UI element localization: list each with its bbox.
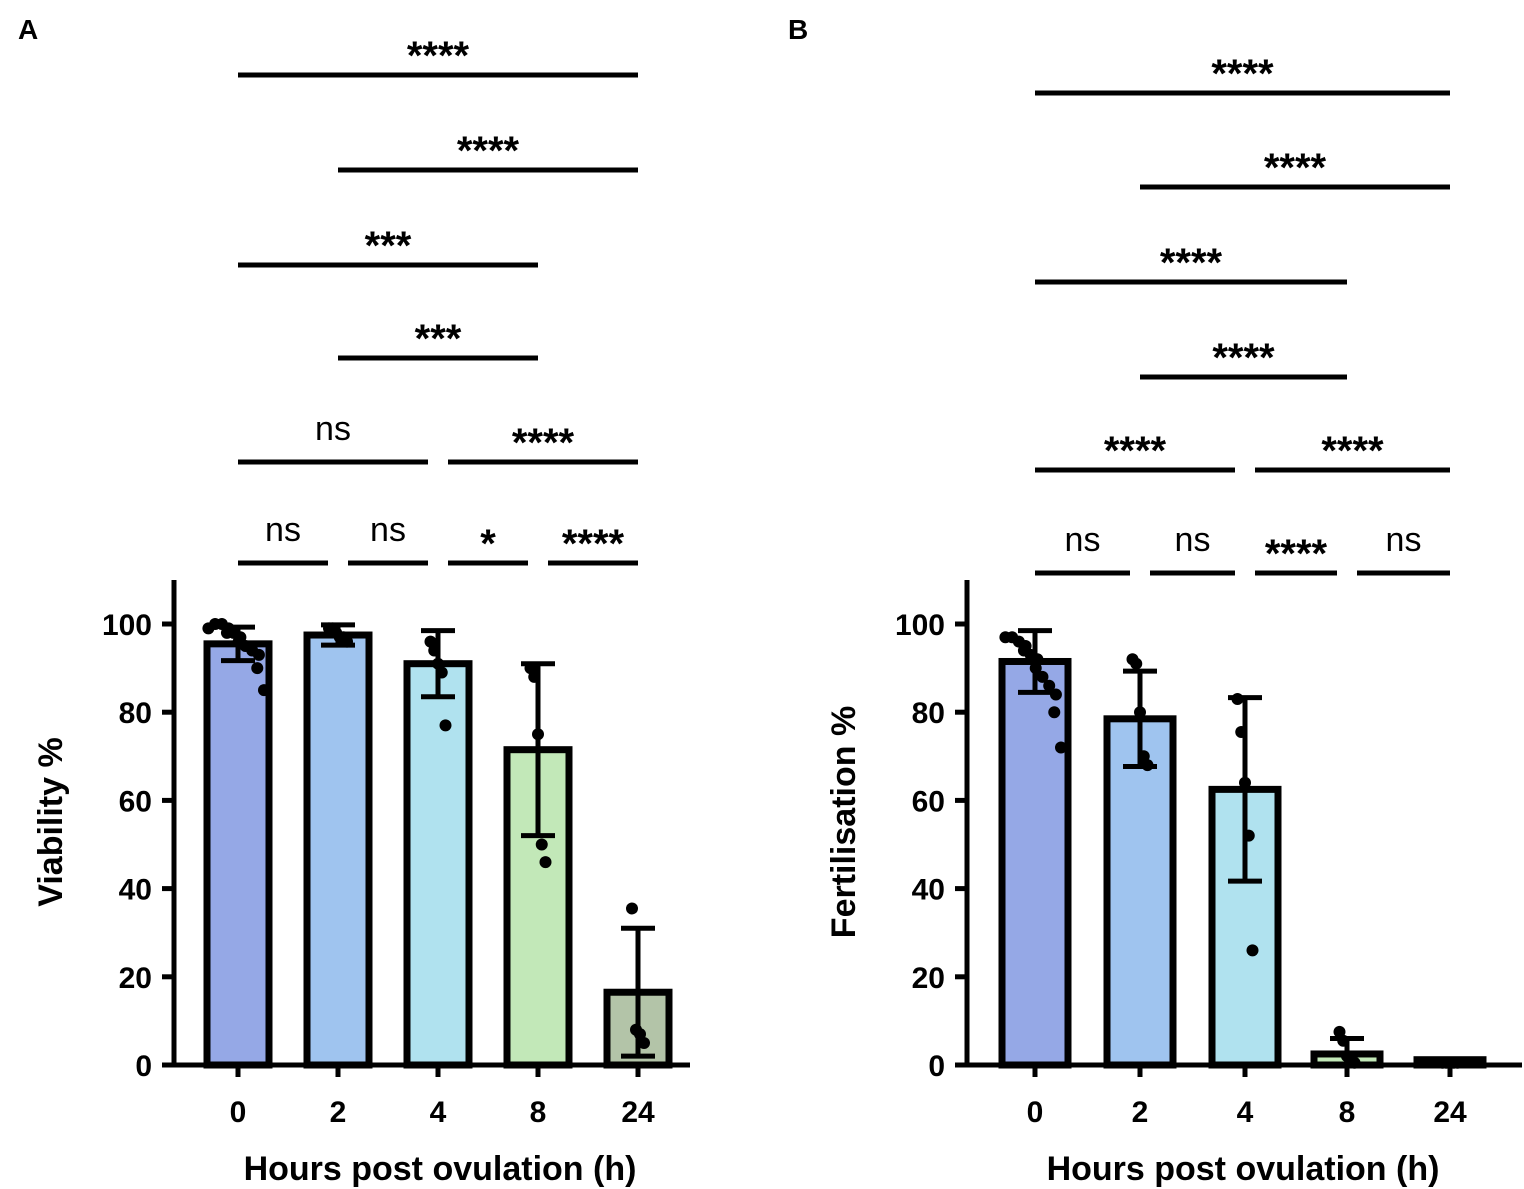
chart-a-x-tick-label: 24 <box>621 1096 655 1129</box>
chart-b-significance-label: ns <box>1065 521 1101 559</box>
chart-a-y-tick-label: 20 <box>119 962 152 995</box>
chart-b-x-axis-title: Hours post ovulation (h) <box>1047 1150 1440 1188</box>
chart-a-point-24 <box>626 902 638 915</box>
chart-b-bar-2 <box>1103 715 1177 1069</box>
chart-a-bar-2 <box>303 631 373 1069</box>
chart-a-significance-label: **** <box>407 34 470 78</box>
chart-b-significance-label: **** <box>1265 532 1328 576</box>
chart-a-x-tick-label: 4 <box>430 1096 447 1129</box>
chart-b-x-tick-label: 8 <box>1339 1096 1356 1129</box>
chart-a-bar-0 <box>203 640 273 1069</box>
chart-a-y-tick-label: 40 <box>119 874 152 907</box>
chart-a-bar-4 <box>403 660 473 1069</box>
chart-a-significance-label: *** <box>365 224 412 268</box>
chart-b-point-0 <box>1049 688 1062 701</box>
chart-a-y-tick-label: 80 <box>119 697 152 730</box>
chart-a-y-tick-label: 100 <box>102 609 152 642</box>
panel-label-b: B <box>788 14 809 45</box>
chart-a-significance-label: **** <box>512 421 575 465</box>
chart-b-point-0 <box>1043 679 1056 692</box>
chart-b-bar-0 <box>998 657 1072 1069</box>
chart-b-significance-label: **** <box>1321 429 1384 473</box>
chart-a-significance-label: ns <box>315 410 351 448</box>
chart-b-significance-label: ns <box>1386 521 1422 559</box>
chart-a-significance-label: ns <box>265 511 301 549</box>
chart-a-x-tick-label: 2 <box>330 1096 347 1129</box>
chart-b-y-tick-label: 60 <box>912 785 945 818</box>
chart-a-point-0 <box>251 662 264 675</box>
chart-b-y-tick-label: 100 <box>895 609 945 642</box>
chart-a-significance-label: **** <box>562 522 625 566</box>
chart-b-significance-label: **** <box>1104 429 1167 473</box>
chart-b-y-tick-label: 80 <box>912 697 945 730</box>
panel-label-a: A <box>18 14 39 45</box>
chart-b-x-tick-label: 0 <box>1027 1096 1044 1129</box>
chart-b-significance-label: **** <box>1160 241 1223 285</box>
chart-a-point-24 <box>638 1036 650 1049</box>
chart-a-y-tick-label: 60 <box>119 785 152 818</box>
chart-a-y-axis-title: Viability % <box>32 737 70 906</box>
chart-b-point-0 <box>1055 741 1067 754</box>
chart-b-y-tick-label: 0 <box>928 1050 945 1083</box>
chart-b-y-axis-title: Fertilisation % <box>825 706 863 938</box>
chart-b-x-tick-label: 4 <box>1237 1096 1254 1129</box>
chart-b-point-0 <box>1048 706 1061 719</box>
chart-a-x-tick-label: 8 <box>530 1096 547 1129</box>
chart-a-point-8 <box>539 856 552 869</box>
chart-b-point-2 <box>1130 657 1143 670</box>
chart-b-point-0 <box>1036 670 1049 683</box>
chart-a-point-8 <box>535 838 548 851</box>
chart-b-significance-label: **** <box>1212 336 1275 380</box>
chart-b-y-tick-label: 40 <box>912 874 945 907</box>
chart-b-x-tick-label: 2 <box>1132 1096 1149 1129</box>
chart-b-significance-label: ns <box>1175 521 1211 559</box>
chart-a-point-0 <box>258 684 270 697</box>
chart-a-significance-label: *** <box>415 317 462 361</box>
chart-a-x-tick-label: 0 <box>230 1096 247 1129</box>
chart-b-x-tick-label: 24 <box>1433 1096 1467 1129</box>
chart-a-significance-label: **** <box>457 129 520 173</box>
chart-a-y-tick-label: 0 <box>135 1050 152 1083</box>
chart-a-significance-label: * <box>480 522 496 566</box>
chart-a-significance-label: ns <box>370 511 406 549</box>
chart-b-significance-label: **** <box>1264 146 1327 190</box>
chart-a-point-0 <box>252 648 265 661</box>
chart-b-significance-label: **** <box>1211 52 1274 96</box>
chart-b-point-4 <box>1246 944 1259 957</box>
chart-b-y-tick-label: 20 <box>912 962 945 995</box>
chart-a-x-axis-title: Hours post ovulation (h) <box>244 1150 637 1188</box>
chart-a-point-4 <box>439 719 452 732</box>
